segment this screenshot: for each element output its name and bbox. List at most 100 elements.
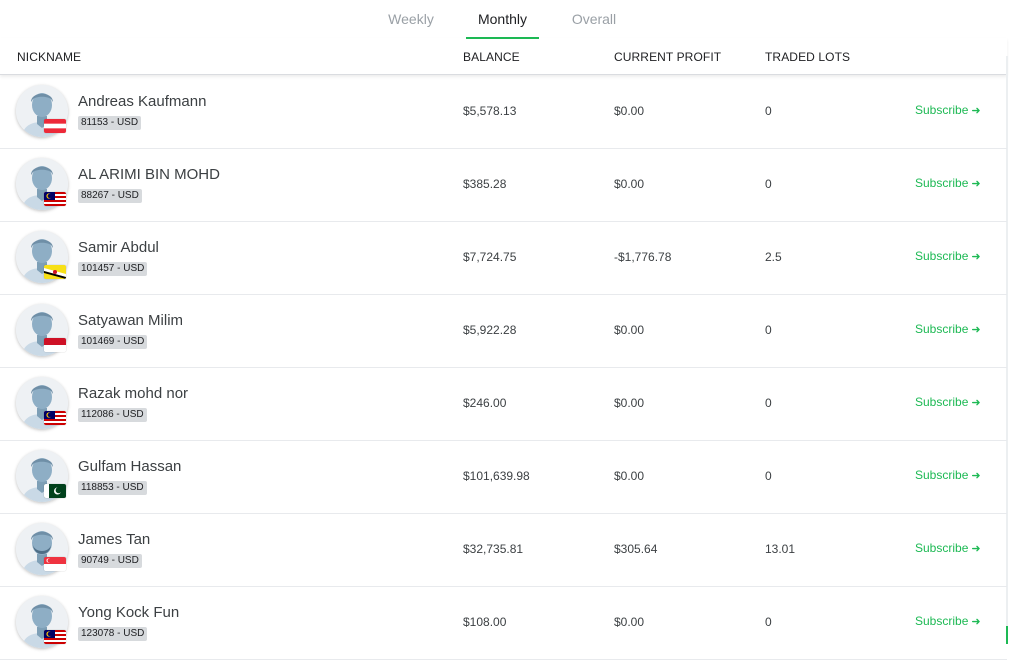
avatar <box>16 596 68 648</box>
arrow-right-icon: ➜ <box>971 397 981 409</box>
subscribe-button[interactable]: Subscribe ➜ <box>915 541 981 555</box>
avatar <box>16 158 68 210</box>
arrow-right-icon: ➜ <box>971 543 981 555</box>
singapore-flag-icon <box>44 557 66 571</box>
current-profit-value: $0.00 <box>614 469 645 483</box>
column-header-nickname: NICKNAME <box>17 50 82 64</box>
subscribe-button[interactable]: Subscribe ➜ <box>915 614 981 628</box>
subscribe-label: Subscribe <box>915 541 969 555</box>
table-row: Gulfam Hassan 118853 - USD $101,639.98 $… <box>0 440 1007 514</box>
current-profit-value: $0.00 <box>614 177 645 191</box>
account-badge: 118853 - USD <box>78 481 147 495</box>
account-badge: 81153 - USD <box>78 116 142 130</box>
trader-name[interactable]: Razak mohd nor <box>78 385 189 402</box>
pakistan-flag-icon <box>44 484 66 498</box>
account-badge: 101469 - USD <box>78 335 148 349</box>
account-badge: 88267 - USD <box>78 189 142 203</box>
subscribe-label: Subscribe <box>915 249 969 263</box>
arrow-right-icon: ➜ <box>971 178 981 190</box>
column-header-current-profit: CURRENT PROFIT <box>614 50 722 64</box>
balance-value: $246.00 <box>463 396 507 410</box>
traded-lots-value: 0 <box>765 177 772 191</box>
subscribe-label: Subscribe <box>915 103 969 117</box>
avatar <box>16 450 68 502</box>
trader-name[interactable]: Satyawan Milim <box>78 312 184 329</box>
subscribe-button[interactable]: Subscribe ➜ <box>915 176 981 190</box>
balance-value: $101,639.98 <box>463 469 530 483</box>
period-tabs: Weekly Monthly Overall <box>0 0 1009 39</box>
malaysia-flag-icon <box>44 192 66 206</box>
table-row: Yong Kock Fun 123078 - USD $108.00 $0.00… <box>0 586 1007 660</box>
balance-value: $385.28 <box>463 177 507 191</box>
avatar <box>16 523 68 575</box>
traded-lots-value: 0 <box>765 615 772 629</box>
arrow-right-icon: ➜ <box>971 251 981 263</box>
arrow-right-icon: ➜ <box>971 105 981 117</box>
active-tab-indicator <box>466 37 539 39</box>
balance-value: $5,922.28 <box>463 323 517 337</box>
trader-name[interactable]: James Tan <box>78 531 151 548</box>
austria-flag-icon <box>44 119 66 133</box>
avatar <box>16 377 68 429</box>
subscribe-label: Subscribe <box>915 322 969 336</box>
account-badge: 112086 - USD <box>78 408 147 422</box>
tab-overall[interactable]: Overall <box>571 11 617 27</box>
trader-name[interactable]: Yong Kock Fun <box>78 604 180 621</box>
table-row: James Tan 90749 - USD $32,735.81 $305.64… <box>0 513 1007 587</box>
trader-name[interactable]: AL ARIMI BIN MOHD <box>78 166 220 183</box>
scroll-indicator[interactable] <box>1006 626 1008 644</box>
tab-weekly[interactable]: Weekly <box>388 11 434 27</box>
current-profit-value: -$1,776.78 <box>614 250 672 264</box>
traded-lots-value: 0 <box>765 104 772 118</box>
current-profit-value: $0.00 <box>614 323 645 337</box>
person-icon <box>16 85 68 137</box>
traded-lots-value: 0 <box>765 396 772 410</box>
current-profit-value: $0.00 <box>614 104 645 118</box>
table-row: AL ARIMI BIN MOHD 88267 - USD $385.28 $0… <box>0 148 1007 222</box>
trader-name[interactable]: Gulfam Hassan <box>78 458 182 475</box>
subscribe-label: Subscribe <box>915 468 969 482</box>
traded-lots-value: 13.01 <box>765 542 796 556</box>
account-badge: 123078 - USD <box>78 627 148 641</box>
subscribe-button[interactable]: Subscribe ➜ <box>915 468 981 482</box>
avatar <box>16 304 68 356</box>
subscribe-button[interactable]: Subscribe ➜ <box>915 249 981 263</box>
account-badge: 101457 - USD <box>78 262 148 276</box>
current-profit-value: $0.00 <box>614 615 645 629</box>
table-header: NICKNAME BALANCE CURRENT PROFIT TRADED L… <box>0 38 1007 75</box>
indonesia-flag-icon <box>44 338 66 352</box>
trader-name[interactable]: Samir Abdul <box>78 239 159 256</box>
arrow-right-icon: ➜ <box>971 616 981 628</box>
subscribe-label: Subscribe <box>915 395 969 409</box>
subscribe-label: Subscribe <box>915 614 969 628</box>
table-row: Satyawan Milim 101469 - USD $5,922.28 $0… <box>0 294 1007 368</box>
malaysia-flag-icon <box>44 411 66 425</box>
balance-value: $108.00 <box>463 615 507 629</box>
subscribe-button[interactable]: Subscribe ➜ <box>915 103 981 117</box>
column-header-balance: BALANCE <box>463 50 520 64</box>
balance-value: $32,735.81 <box>463 542 524 556</box>
current-profit-value: $0.00 <box>614 396 645 410</box>
traded-lots-value: 0 <box>765 469 772 483</box>
arrow-right-icon: ➜ <box>971 324 981 336</box>
column-header-traded-lots: TRADED LOTS <box>765 50 851 64</box>
avatar <box>16 231 68 283</box>
avatar <box>16 85 68 137</box>
trader-name[interactable]: Andreas Kaufmann <box>78 93 207 110</box>
current-profit-value: $305.64 <box>614 542 658 556</box>
brunei-flag-icon <box>44 265 66 279</box>
scroll-track[interactable] <box>1006 56 1008 644</box>
table-row: Razak mohd nor 112086 - USD $246.00 $0.0… <box>0 367 1007 441</box>
balance-value: $5,578.13 <box>463 104 517 118</box>
subscribe-label: Subscribe <box>915 176 969 190</box>
malaysia-flag-icon <box>44 630 66 644</box>
subscribe-button[interactable]: Subscribe ➜ <box>915 395 981 409</box>
table-row: Andreas Kaufmann 81153 - USD $5,578.13 $… <box>0 75 1007 149</box>
table-row: Samir Abdul 101457 - USD $7,724.75 -$1,7… <box>0 221 1007 295</box>
subscribe-button[interactable]: Subscribe ➜ <box>915 322 981 336</box>
tab-monthly[interactable]: Monthly <box>477 11 528 27</box>
account-badge: 90749 - USD <box>78 554 142 568</box>
arrow-right-icon: ➜ <box>971 470 981 482</box>
balance-value: $7,724.75 <box>463 250 517 264</box>
traded-lots-value: 0 <box>765 323 772 337</box>
